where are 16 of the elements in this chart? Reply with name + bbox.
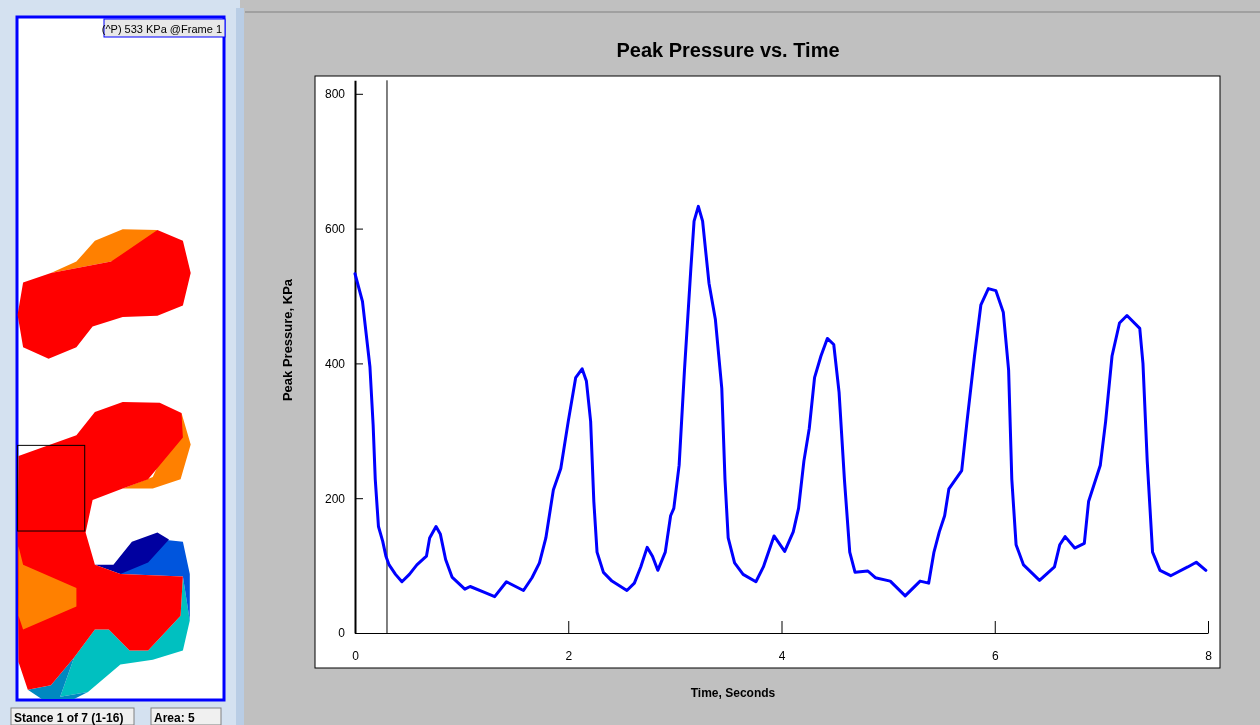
y-tick-label: 800 <box>324 87 346 102</box>
x-tick-label: 4 <box>778 648 786 663</box>
y-tick-label: 0 <box>338 626 346 641</box>
text: (^P) 533 KPa @Frame 1 <box>101 23 222 35</box>
x-tick-label: 8 <box>1205 648 1213 663</box>
text: Stance 1 of 7 (1-16) <box>14 711 124 725</box>
x-tick-label: 6 <box>991 648 999 663</box>
x-axis-title: Time, Seconds <box>690 686 776 700</box>
x-tick-label: 2 <box>565 648 573 663</box>
y-axis-title: Peak Pressure, KPa <box>280 278 295 402</box>
x-tick-label: 0 <box>352 648 360 663</box>
y-tick-label: 600 <box>324 221 346 236</box>
chart-title: Peak Pressure vs. Time <box>616 39 840 61</box>
y-tick-label: 400 <box>324 356 346 371</box>
y-tick-label: 200 <box>324 491 346 506</box>
text: Area: 5 <box>154 711 196 725</box>
